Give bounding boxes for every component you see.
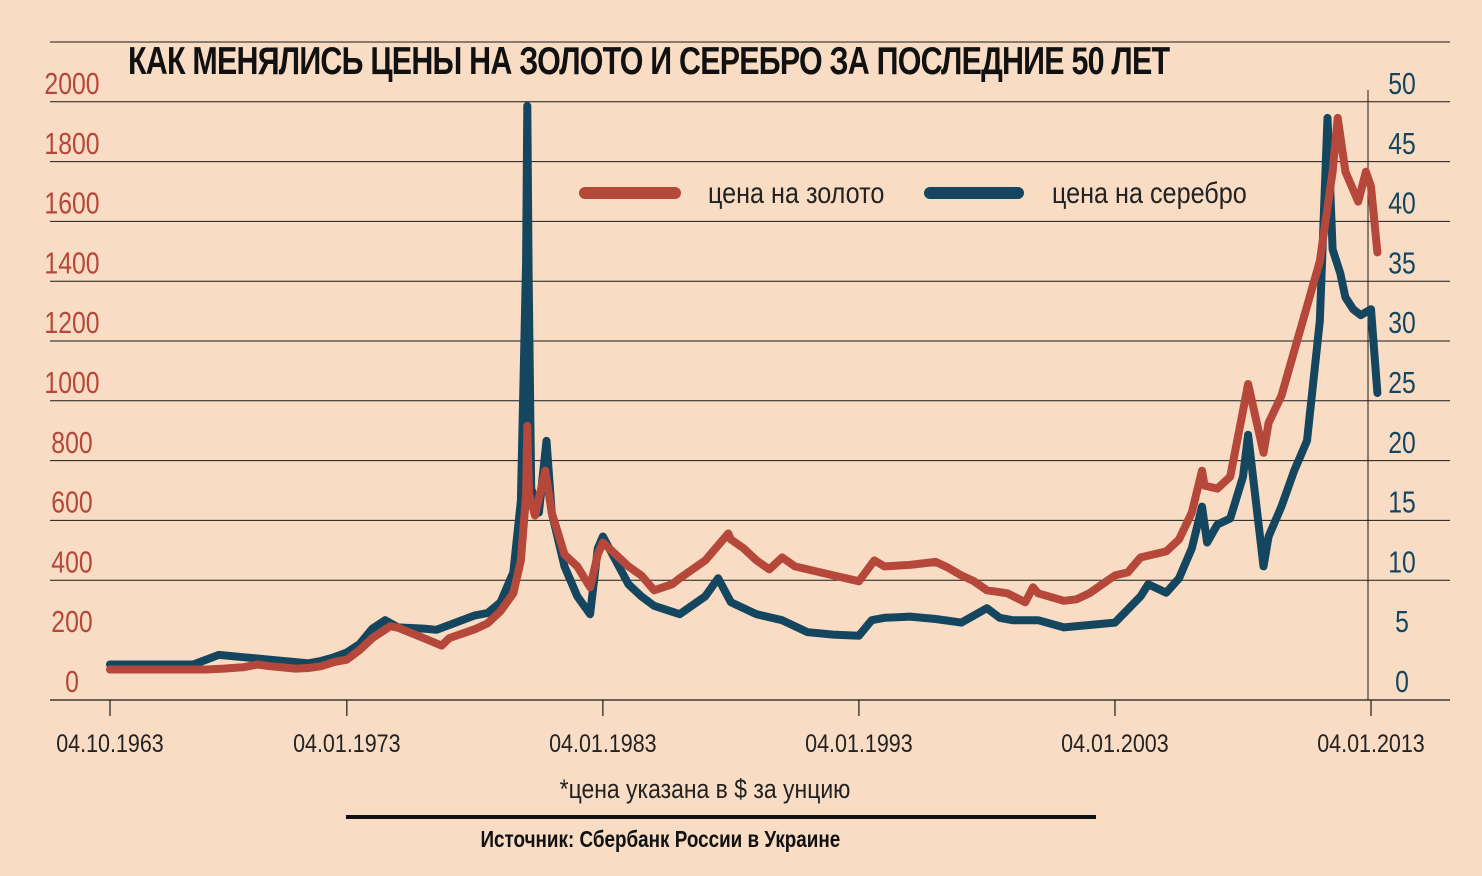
left-tick-label: 200	[51, 605, 92, 639]
left-tick-label: 1200	[44, 306, 99, 340]
right-tick-label: 20	[1388, 425, 1416, 459]
right-tick-label: 35	[1388, 246, 1416, 280]
right-tick-label: 45	[1388, 126, 1416, 160]
x-tick-label: 04.01.1983	[549, 729, 657, 757]
right-tick-label: 25	[1388, 365, 1416, 399]
divider-rule	[346, 815, 1096, 819]
legend-label-gold: цена на золото	[708, 176, 884, 210]
right-axis-ticks: 0 5 10 15 20 25 30 35 40 45 50	[1388, 66, 1416, 698]
left-tick-label: 1400	[44, 246, 99, 280]
left-axis-ticks: 0 200 400 600 800 1000 1200 1400 1600 1800 2000	[44, 66, 99, 698]
legend: цена на золото цена на серебро	[579, 176, 1247, 210]
left-tick-label: 1000	[44, 365, 99, 399]
grid-lines	[50, 41, 1450, 701]
chart-title: КАК МЕНЯЛИСЬ ЦЕНЫ НА ЗОЛОТО И СЕРЕБРО ЗА…	[128, 40, 1170, 83]
legend-label-silver: цена на серебро	[1052, 176, 1247, 210]
source-note: Источник: Сбербанк России в Украине	[0, 826, 1320, 853]
left-tick-label: 800	[51, 425, 92, 459]
source-text: Источник: Сбербанк России в Украине	[480, 826, 840, 852]
right-tick-label: 40	[1388, 186, 1416, 220]
gold-price-line	[106, 113, 1382, 674]
x-tick-label: 04.01.2003	[1061, 729, 1169, 757]
footnote-text: *цена указана в $ за унцию	[559, 774, 851, 804]
left-tick-label: 600	[51, 485, 92, 519]
left-tick-label: 1800	[44, 126, 99, 160]
series-layer	[106, 101, 1382, 674]
right-tick-label: 15	[1388, 485, 1416, 519]
x-tick-label: 04.01.1993	[805, 729, 913, 757]
left-tick-label: 2000	[44, 66, 99, 100]
right-tick-label: 50	[1388, 66, 1416, 100]
right-tick-label: 5	[1395, 605, 1409, 639]
footnote: *цена указана в $ за унцию	[0, 774, 1410, 805]
right-tick-label: 30	[1388, 306, 1416, 340]
x-tick-label: 04.10.1963	[56, 729, 164, 757]
right-tick-label: 0	[1395, 664, 1409, 698]
x-tick-label: 04.01.1973	[293, 729, 401, 757]
x-axis-ticks: 04.10.1963 04.01.1973 04.01.1983 04.01.1993…	[56, 700, 1425, 757]
right-tick-label: 10	[1388, 545, 1416, 579]
left-tick-label: 400	[51, 545, 92, 579]
left-tick-label: 0	[65, 664, 79, 698]
x-tick-label: 04.01.2013	[1317, 729, 1425, 757]
left-tick-label: 1600	[44, 186, 99, 220]
